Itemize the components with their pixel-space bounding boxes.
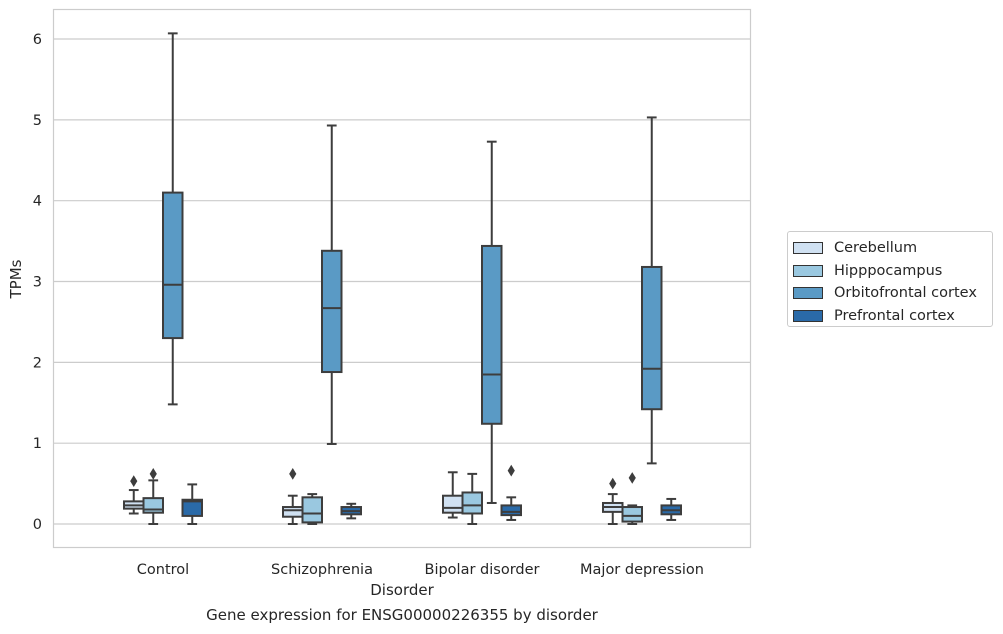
box-prefrontal-cortex [660, 497, 682, 521]
box-orbitofrontal-cortex [481, 140, 503, 504]
y-tick-label: 5 [33, 113, 42, 129]
box-prefrontal-cortex [340, 502, 362, 520]
x-tick-label: Schizophrenia [271, 562, 373, 578]
box-iqr [500, 504, 522, 517]
outlier-point [130, 475, 138, 488]
box-cerebellum [123, 475, 145, 515]
box-groups [123, 32, 682, 525]
legend-label: Prefrontal cortex [834, 307, 955, 324]
box-iqr [461, 491, 483, 515]
y-tick-label: 2 [33, 355, 42, 371]
outlier-point [609, 477, 617, 490]
box-hipppocampus [142, 468, 164, 525]
box-iqr [282, 506, 304, 518]
outlier-point [628, 472, 636, 484]
x-tick-label: Bipolar disorder [425, 562, 540, 578]
y-axis-label: TPMs [7, 259, 25, 299]
y-tick-label: 3 [33, 275, 42, 291]
outlier-point [149, 468, 157, 480]
y-tick-label: 1 [33, 436, 42, 452]
box-orbitofrontal-cortex [321, 124, 343, 445]
legend-swatch [793, 287, 823, 300]
box-iqr [301, 496, 323, 524]
box-hipppocampus [301, 493, 323, 525]
box-iqr [621, 506, 643, 523]
x-tick-label: Major depression [580, 562, 704, 578]
x-axis-label: Disorder [370, 581, 434, 599]
outlier-point [507, 464, 515, 477]
box-iqr [181, 498, 203, 517]
x-tick-labels: Control Schizophrenia Bipolar disorder Majo… [137, 562, 704, 578]
legend-item: Orbitofrontal cortex [793, 282, 992, 305]
legend-item: Cerebellum [793, 237, 992, 260]
y-tick-label: 4 [33, 194, 42, 210]
box-iqr [142, 497, 164, 514]
box-cerebellum [442, 471, 464, 519]
legend: Cerebellum Hipppocampus Orbitofrontal co… [787, 231, 993, 327]
y-tick-label: 6 [33, 32, 42, 48]
box-iqr [162, 191, 184, 340]
box-prefrontal-cortex [181, 483, 203, 525]
box-orbitofrontal-cortex [641, 116, 663, 465]
box-iqr [481, 244, 503, 425]
legend-swatch [793, 264, 823, 277]
legend-label: Orbitofrontal cortex [834, 285, 977, 302]
legend-swatch [793, 242, 823, 255]
x-tick-label: Control [137, 562, 189, 578]
box-orbitofrontal-cortex [162, 32, 184, 406]
legend-label: Hipppocampus [834, 262, 943, 279]
legend-item: Hipppocampus [793, 260, 992, 283]
box-iqr [321, 249, 343, 374]
box-cerebellum [602, 477, 624, 525]
box-prefrontal-cortex [500, 464, 522, 521]
box-iqr [442, 494, 464, 514]
y-tick-label: 0 [33, 517, 42, 533]
legend-item: Prefrontal cortex [793, 305, 992, 328]
box-hipppocampus [461, 472, 483, 525]
legend-label: Cerebellum [834, 240, 918, 257]
y-tick-labels: 0 1 2 3 4 5 6 [33, 32, 42, 533]
box-iqr [641, 265, 663, 411]
legend-swatch [793, 309, 823, 322]
box-hipppocampus [621, 472, 643, 525]
outlier-point [289, 468, 297, 480]
chart-caption: Gene expression for ENSG00000226355 by d… [206, 606, 598, 624]
